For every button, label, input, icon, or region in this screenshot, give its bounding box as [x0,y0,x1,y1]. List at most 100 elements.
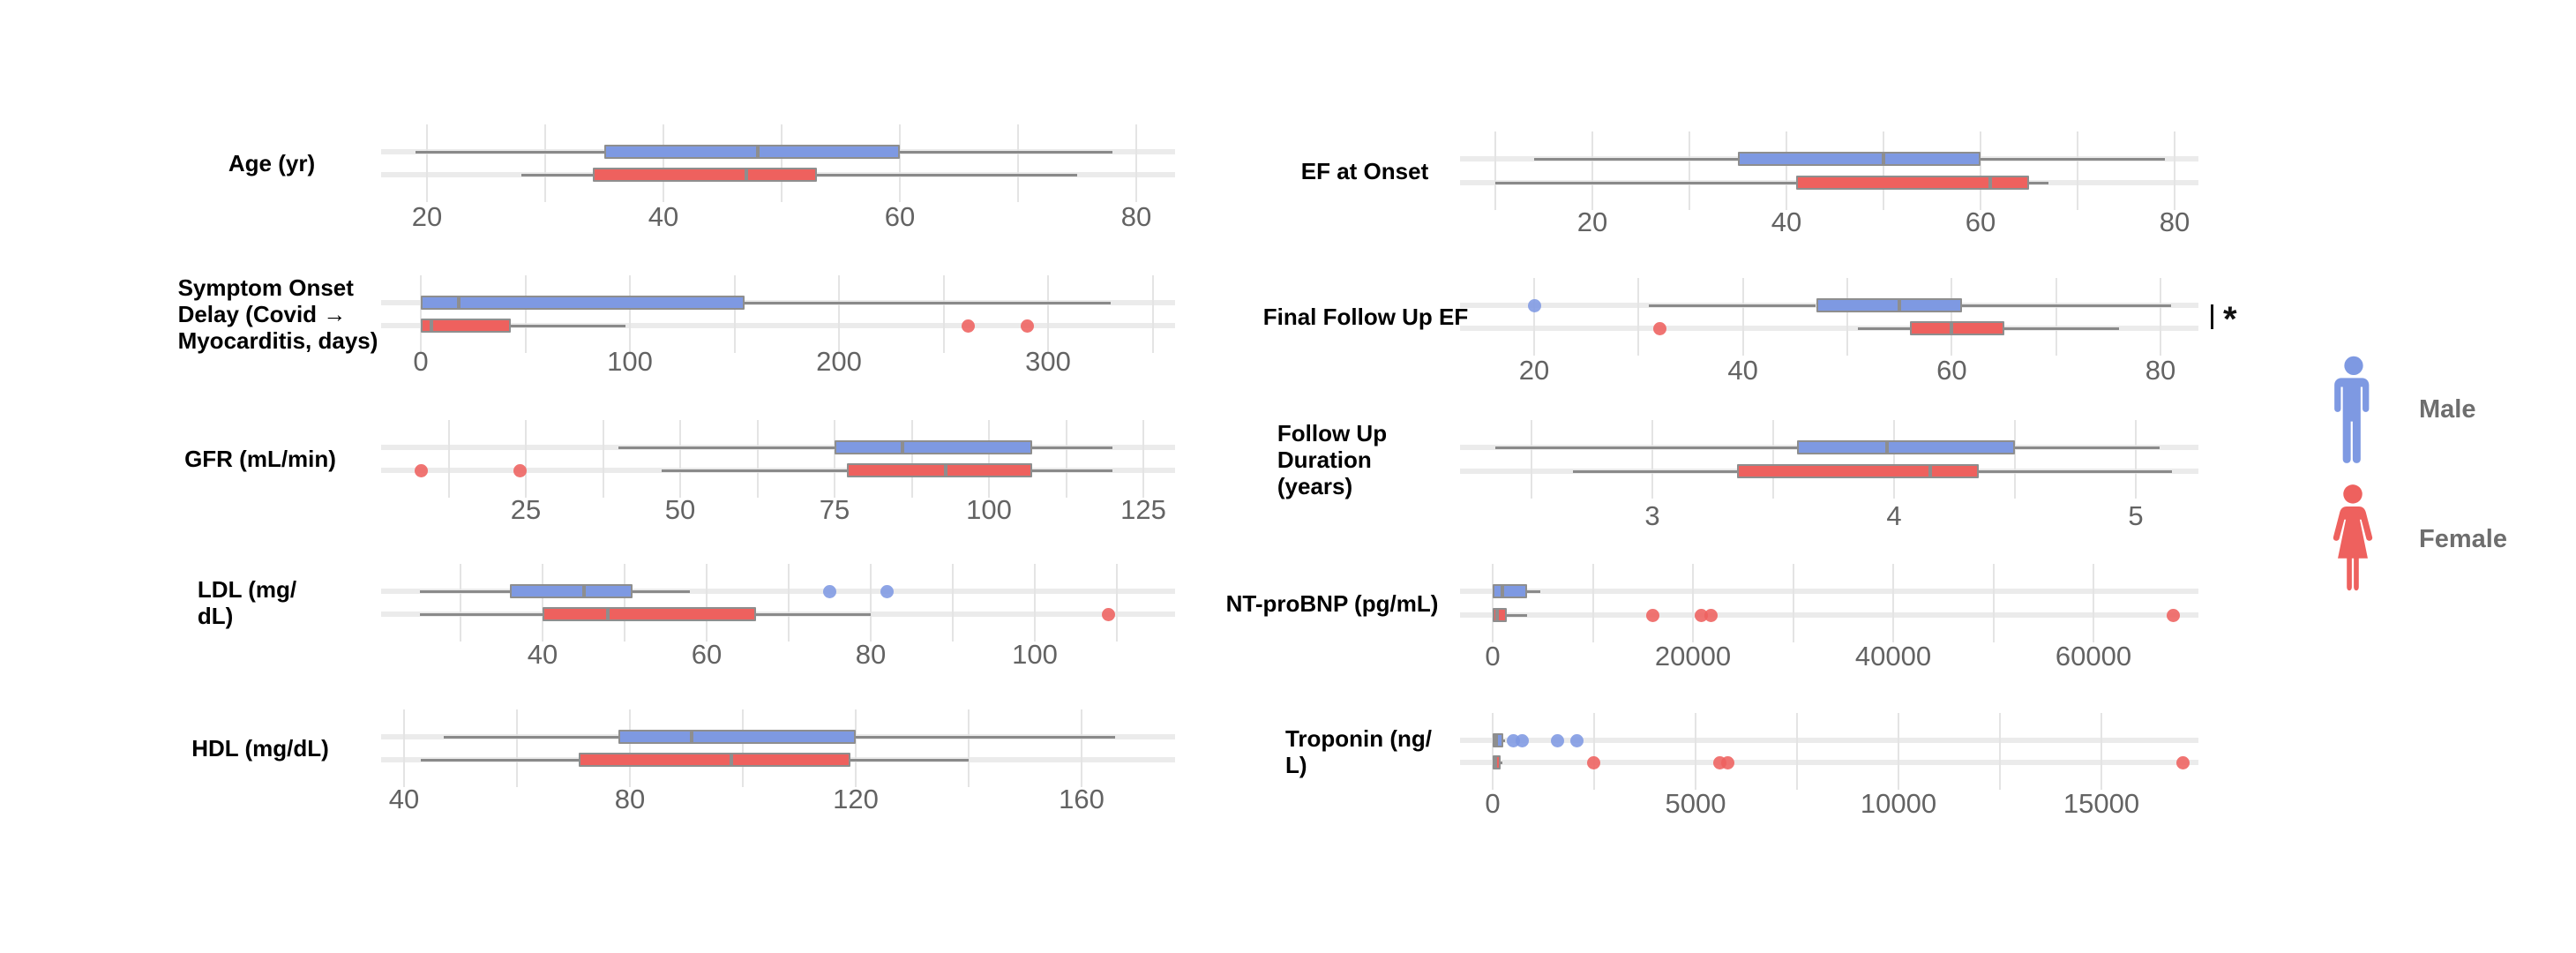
plot-title-text: HDL (mg/dL) [191,735,329,762]
row-band [381,589,1175,594]
axis-tick-label: 120 [833,784,879,814]
gridline [1593,713,1595,790]
outlier-dot [1721,755,1735,769]
gridline [1492,713,1494,790]
whisker-high [1981,157,2165,161]
gridline [2135,420,2137,499]
axis-tick-label: 125 [1120,494,1166,525]
axis-tick-label: 40 [388,784,420,814]
gridline [1892,564,1894,642]
whisker-low [662,469,847,472]
gridline [1786,131,1787,210]
plot-title: Final Follow Up EF [1154,304,1577,330]
plot-title-text: EF at Onset [1300,157,1429,184]
box-female [592,168,818,182]
gridline [706,564,708,642]
plot-title-text: NT-proBNP (pg/mL) [1225,589,1439,617]
box-female [1493,608,1507,622]
axis-tick-label: 3 [1644,500,1660,531]
whisker-high [1526,589,1541,593]
legend-label-female: Female [2419,525,2507,553]
axis-tick-label: 60 [1965,206,1996,237]
gridline [420,275,422,353]
plot-title: EF at Onset [1153,158,1576,184]
gridline [2093,564,2094,642]
gridline [1741,278,1744,356]
row-band [1460,612,2198,618]
axis-tick-label: 100 [966,494,1012,525]
box-female [1796,176,2029,190]
outlier-dot [1020,319,1034,333]
box-male [618,730,856,744]
gridline [756,420,759,498]
box-male [1493,584,1527,598]
plot-title-text: Follow Up Duration (years) [1277,419,1388,499]
axis-tick-label: 100 [1012,639,1058,670]
axis-tick-label: 200 [816,346,862,377]
plot-title: HDL (mg/dL) [49,735,472,762]
female-person-icon [2333,484,2373,591]
plot-title-text: LDL (mg/ dL) [197,576,297,629]
gridline [1893,420,1895,499]
gridline [834,420,835,498]
gridline [838,275,840,353]
whisker-high [1962,304,2171,307]
gridline [1533,278,1535,356]
median-line [944,463,947,477]
axis-tick-label: 25 [510,494,542,525]
median-line [901,440,904,454]
gridline [516,709,518,787]
axis-tick-label: 40000 [1854,641,1932,672]
male-person-icon [2334,356,2370,463]
row-band [1460,445,2198,450]
gridline [1846,278,1848,356]
outlier-dot [1646,608,1660,622]
box-male [1493,733,1503,747]
gridline [1898,713,1899,790]
axis-tick-label: 60 [884,201,916,232]
outlier-dot [823,584,836,598]
plot-title: LDL (mg/ dL) [35,576,459,629]
axis-tick-label: 4 [1886,500,1902,531]
box-female [421,319,511,333]
axis-tick-label: 60 [1936,355,1967,386]
axis-tick-label: 0 [1485,641,1501,672]
whisker-low [415,150,604,154]
whisker-low [1495,181,1796,184]
whisker-high [1032,469,1112,472]
gridline [1116,564,1118,642]
gridline [1065,420,1067,498]
gridline [1151,275,1154,353]
row-band [381,734,1175,739]
whisker-high [633,589,691,593]
outlier-dot [1102,607,1116,621]
whisker-high [856,735,1116,739]
axis-tick-label: 160 [1059,784,1105,814]
median-line [1501,584,1505,598]
gridline [1796,713,1798,790]
row-band [1460,589,2198,594]
gridline [460,564,461,642]
outlier-dot [1527,298,1541,312]
significance-marker: * [2223,300,2237,339]
median-line [744,168,748,182]
plot-title-text: GFR (mL/min) [184,446,336,472]
median-line [1494,608,1499,622]
whisker-low [521,173,593,176]
gridline [2100,713,2102,790]
box-male [604,145,900,159]
plot-title: Symptom Onset Delay (Covid → Myocarditis… [66,274,490,354]
gridline [624,564,625,642]
plot-title: Follow Up Duration (years) [1120,420,1544,499]
box-female [579,753,850,767]
box-male [509,584,633,598]
whisker-high [755,612,871,616]
median-line [1950,321,1954,335]
axis-tick-label: 0 [413,346,429,377]
gridline [952,564,954,642]
